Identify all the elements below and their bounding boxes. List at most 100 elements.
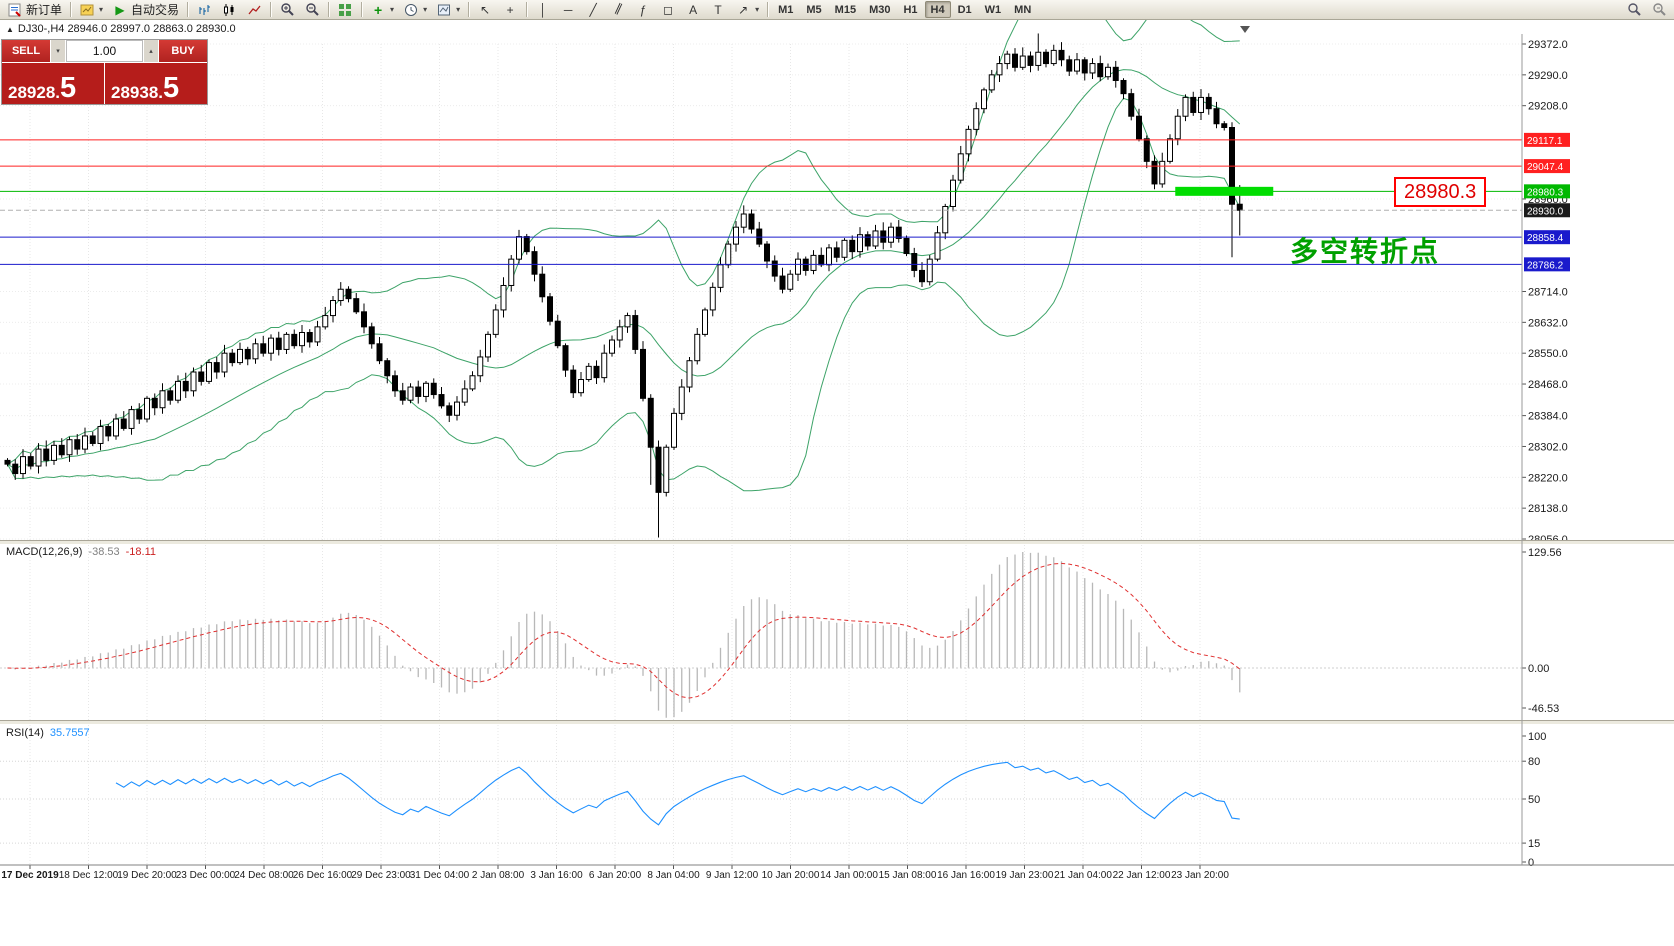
- timeframe-d1-button[interactable]: D1: [952, 1, 978, 18]
- zoom-in-icon: [279, 2, 295, 18]
- bar-chart-icon: [196, 2, 212, 18]
- svg-text:29117.1: 29117.1: [1527, 136, 1563, 147]
- template-icon: [436, 2, 452, 18]
- buy-button[interactable]: BUY: [159, 40, 207, 62]
- sell-price[interactable]: 28928. 5: [2, 63, 104, 104]
- shapes-button[interactable]: ◻: [656, 1, 680, 19]
- svg-text:16 Jan 16:00: 16 Jan 16:00: [937, 870, 995, 881]
- macd-panel: 129.56 0.00 -46.53: [0, 547, 1562, 718]
- horizontal-line-icon: ─: [563, 2, 573, 17]
- community-search-button[interactable]: [1647, 1, 1671, 19]
- trendline-button[interactable]: ╱: [581, 1, 605, 19]
- svg-text:80: 80: [1528, 756, 1540, 768]
- fibonacci-icon: ƒ: [639, 2, 647, 17]
- price-callout-label: 28980.3: [1394, 177, 1487, 207]
- zoom-out-button[interactable]: [300, 1, 324, 19]
- price-axis: 29372.029290.029208.028960.028714.028632…: [1522, 39, 1570, 546]
- search-button[interactable]: [1622, 1, 1646, 19]
- trade-panel-header-row: SELL ▾ 1.00 ▴ BUY: [2, 40, 207, 62]
- candlestick-chart-button[interactable]: [217, 1, 241, 19]
- text-button[interactable]: A: [681, 1, 705, 19]
- timeframe-m5-button[interactable]: M5: [800, 1, 827, 18]
- svg-text:19 Jan 23:00: 19 Jan 23:00: [996, 870, 1054, 881]
- timeframe-h1-button[interactable]: H1: [897, 1, 923, 18]
- sell-button[interactable]: SELL: [2, 40, 50, 62]
- symbol-ohlc-line: ▲ DJ30-,H4 28946.0 28997.0 28863.0 28930…: [6, 23, 236, 35]
- svg-text:8 Jan 04:00: 8 Jan 04:00: [647, 870, 700, 881]
- svg-text:29208.0: 29208.0: [1528, 101, 1568, 113]
- bar-chart-button[interactable]: [192, 1, 216, 19]
- templates-button[interactable]: ▾: [432, 1, 464, 19]
- crosshair-icon: +: [506, 2, 514, 17]
- macd-main-value: -38.53: [88, 546, 120, 558]
- vertical-line-button[interactable]: │: [531, 1, 555, 19]
- svg-text:24 Dec 08:00: 24 Dec 08:00: [234, 870, 294, 881]
- search-icon: [1626, 2, 1642, 18]
- timeframe-w1-button[interactable]: W1: [979, 1, 1008, 18]
- svg-text:0.00: 0.00: [1528, 663, 1549, 675]
- zoom-in-button[interactable]: [275, 1, 299, 19]
- svg-text:21 Jan 04:00: 21 Jan 04:00: [1054, 870, 1112, 881]
- horizontal-line-button[interactable]: ─: [556, 1, 580, 19]
- toolbar-separator: [767, 2, 769, 17]
- toolbar: 新订单 ▾ ▶ 自动交易: [0, 0, 1674, 20]
- indicators-button[interactable]: + ▾: [366, 1, 398, 19]
- svg-text:3 Jan 16:00: 3 Jan 16:00: [530, 870, 583, 881]
- svg-text:0: 0: [1528, 857, 1534, 869]
- time-axis: 17 Dec 2019 18 Dec 12:00 19 Dec 20:00 23 De…: [1, 865, 1229, 881]
- crosshair-button[interactable]: +: [498, 1, 522, 19]
- cursor-button[interactable]: ↖: [473, 1, 497, 19]
- rsi-label: RSI(14) 35.7557: [6, 727, 90, 739]
- timeframe-m30-button[interactable]: M30: [863, 1, 896, 18]
- timeframe-h4-button[interactable]: H4: [924, 1, 951, 18]
- svg-text:100: 100: [1528, 731, 1546, 743]
- channel-button[interactable]: ∥: [606, 0, 630, 19]
- svg-text:28980.3: 28980.3: [1527, 187, 1564, 198]
- new-order-icon: [7, 2, 23, 18]
- arrows-button[interactable]: ↗ ▾: [731, 1, 763, 19]
- fibonacci-button[interactable]: ƒ: [631, 1, 655, 19]
- svg-text:6 Jan 20:00: 6 Jan 20:00: [589, 870, 642, 881]
- new-chart-button[interactable]: ▾: [75, 1, 107, 19]
- svg-text:28714.0: 28714.0: [1528, 287, 1568, 299]
- timeframe-m1-button[interactable]: M1: [772, 1, 799, 18]
- symbol-ohlc-text: DJ30-,H4 28946.0 28997.0 28863.0 28930.0: [17, 23, 236, 35]
- timeframe-m15-button[interactable]: M15: [829, 1, 862, 18]
- rsi-panel: 100 80 50 15 0: [0, 731, 1546, 869]
- buy-price[interactable]: 28938. 5: [105, 63, 207, 104]
- svg-text:28930.0: 28930.0: [1527, 206, 1564, 217]
- rsi-value: 35.7557: [49, 727, 90, 739]
- clock-icon: [403, 2, 419, 18]
- periods-button[interactable]: ▾: [399, 1, 431, 19]
- tile-windows-button[interactable]: [333, 1, 357, 19]
- channel-icon: ∥: [613, 0, 625, 16]
- zoom-out-icon: [304, 2, 320, 18]
- candles: [4, 33, 1243, 538]
- autotrading-label: 自动交易: [131, 3, 180, 17]
- svg-text:28550.0: 28550.0: [1528, 348, 1568, 360]
- svg-text:28302.0: 28302.0: [1528, 441, 1568, 453]
- add-indicator-icon: +: [373, 1, 383, 18]
- svg-text:15: 15: [1528, 838, 1540, 850]
- svg-text:22 Jan 12:00: 22 Jan 12:00: [1113, 870, 1171, 881]
- volume-down-button[interactable]: ▾: [51, 40, 65, 62]
- trendline-icon: ╱: [589, 2, 597, 17]
- volume-input[interactable]: 1.00: [66, 40, 143, 62]
- buy-price-main: 28938.: [111, 83, 163, 102]
- label-button[interactable]: T: [706, 1, 730, 19]
- autotrading-button[interactable]: ▶ 自动交易: [108, 1, 183, 19]
- line-chart-button[interactable]: [242, 1, 266, 19]
- new-order-button[interactable]: 新订单: [3, 1, 66, 19]
- svg-text:28858.4: 28858.4: [1527, 233, 1564, 244]
- svg-text:18 Dec 12:00: 18 Dec 12:00: [59, 870, 119, 881]
- svg-text:17 Dec 2019: 17 Dec 2019: [1, 870, 59, 881]
- volume-up-button[interactable]: ▴: [144, 40, 158, 62]
- svg-text:2 Jan 08:00: 2 Jan 08:00: [472, 870, 525, 881]
- svg-text:28786.2: 28786.2: [1527, 260, 1564, 271]
- one-click-panel-toggle-icon[interactable]: ▲: [6, 24, 14, 34]
- svg-text:50: 50: [1528, 794, 1540, 806]
- line-chart-icon: [246, 2, 262, 18]
- timeframe-mn-button[interactable]: MN: [1008, 1, 1037, 18]
